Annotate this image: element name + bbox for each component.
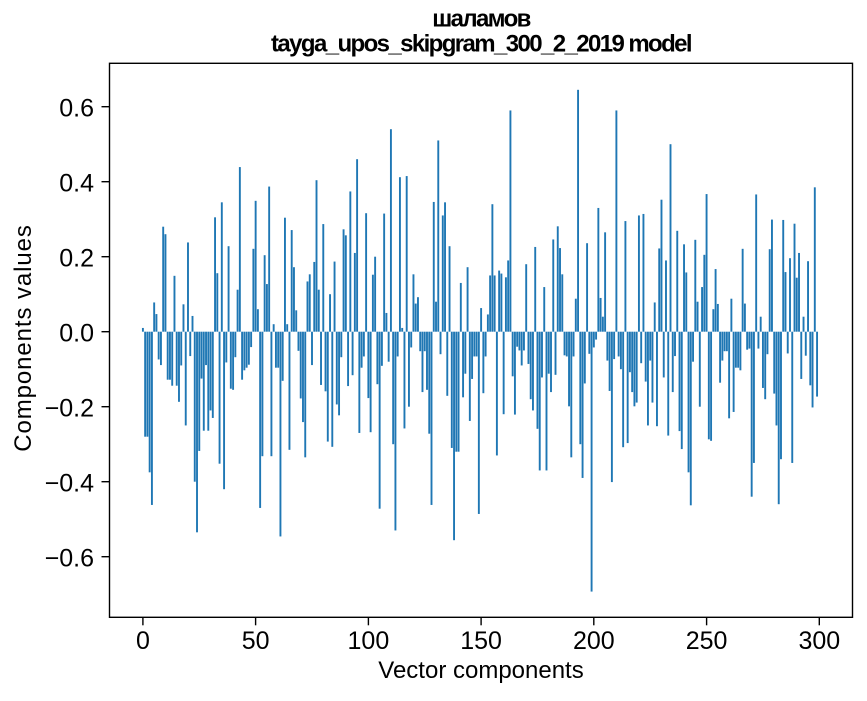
- svg-text:Components values: Components values: [10, 224, 37, 451]
- svg-text:150: 150: [460, 627, 502, 655]
- svg-text:250: 250: [686, 627, 728, 655]
- svg-text:0.2: 0.2: [59, 245, 94, 273]
- svg-text:−0.2: −0.2: [45, 395, 94, 423]
- svg-text:0.6: 0.6: [59, 95, 94, 123]
- svg-text:0.4: 0.4: [59, 170, 94, 198]
- svg-text:Vector components: Vector components: [378, 657, 583, 684]
- svg-text:200: 200: [573, 627, 615, 655]
- svg-text:50: 50: [242, 627, 270, 655]
- svg-text:шаламов: шаламов: [432, 6, 530, 33]
- svg-text:tayga_upos_skipgram_300_2_2019: tayga_upos_skipgram_300_2_2019 model: [271, 31, 691, 58]
- svg-text:0: 0: [136, 627, 150, 655]
- svg-text:300: 300: [798, 627, 840, 655]
- svg-text:−0.4: −0.4: [45, 470, 94, 498]
- svg-text:0.0: 0.0: [59, 320, 94, 348]
- svg-text:100: 100: [348, 627, 390, 655]
- svg-text:−0.6: −0.6: [45, 545, 94, 573]
